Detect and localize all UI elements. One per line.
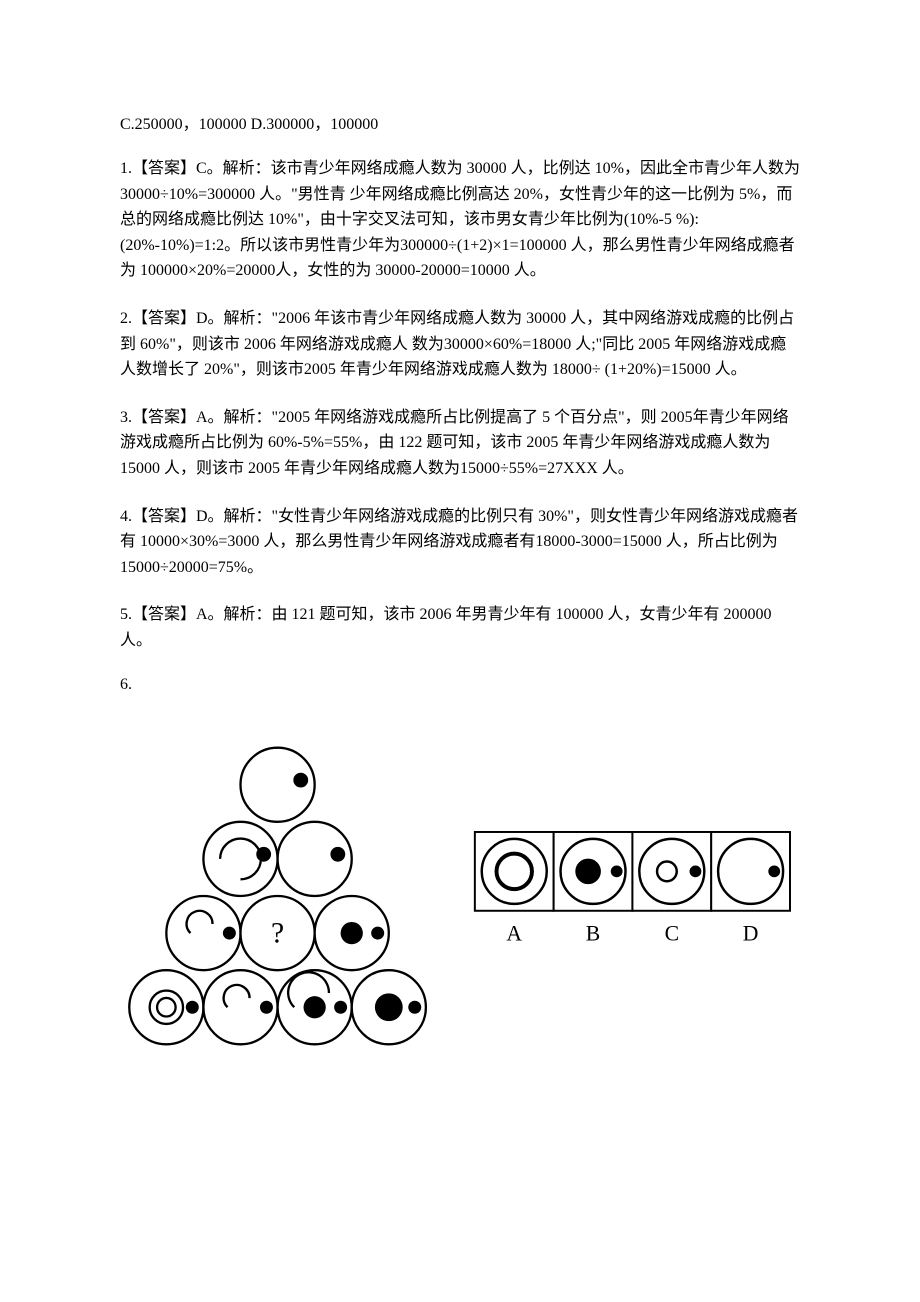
- answer-4: 4.【答案】D。解析："女性青少年网络游戏成瘾的比例只有 30%"，则女性青少年…: [120, 504, 800, 581]
- svg-text:A: A: [507, 921, 523, 945]
- answer-3: 3.【答案】A。解析："2005 年网络游戏成瘾所占比例提高了 5 个百分点"，…: [120, 405, 800, 482]
- answer-5: 5.【答案】A。解析：由 121 题可知，该市 2006 年男青少年有 1000…: [120, 602, 800, 653]
- svg-text:C: C: [665, 921, 679, 945]
- puzzle-figure: ? A B C D: [120, 716, 800, 1076]
- svg-text:B: B: [586, 921, 600, 945]
- svg-text:D: D: [743, 921, 759, 945]
- answer-1: 1.【答案】C。解析：该市青少年网络成瘾人数为 30000 人，比例达 10%，…: [120, 156, 800, 284]
- pyramid-diagram: ?: [120, 716, 435, 1076]
- question-6-label: 6.: [120, 676, 800, 694]
- option-line-cd: C.250000，100000 D.300000，100000: [120, 110, 800, 134]
- svg-text:?: ?: [271, 917, 284, 949]
- answer-2: 2.【答案】D。解析："2006 年该市青少年网络成瘾人数为 30000 人，其…: [120, 306, 800, 383]
- options-diagram: A B C D: [465, 826, 800, 966]
